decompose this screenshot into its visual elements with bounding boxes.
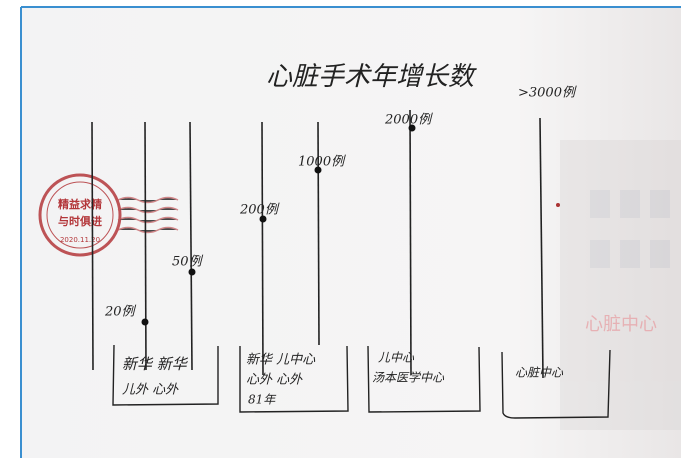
box-text: 新华 新华	[122, 355, 189, 373]
annotation: 200例	[239, 203, 280, 218]
annotation: 1000例	[298, 155, 346, 170]
dots	[141, 124, 560, 326]
stamp-text: 精益求精	[58, 197, 102, 211]
box-text: 新华 儿中心	[246, 353, 316, 368]
stamp: 精益求精 与时俱进 2020.11.20	[38, 173, 179, 257]
paper	[22, 8, 681, 458]
stamp-text: 与时俱进	[58, 214, 102, 228]
sign-text: 心脏中心	[585, 314, 657, 335]
title: 心脏手术年增长数	[266, 62, 477, 92]
annotation: >3000例	[518, 86, 577, 101]
stamp-date: 2020.11.20	[60, 236, 100, 244]
box-text: 心外 心外	[246, 373, 303, 388]
annotation: 2000例	[384, 113, 433, 128]
boxes	[112, 344, 611, 419]
annotation: 50例	[172, 255, 204, 270]
box-text: 儿外 心外	[122, 383, 179, 398]
building	[560, 140, 681, 430]
box-text: 81年	[248, 393, 277, 407]
hand-lines	[91, 109, 544, 379]
box-text: 心脏中心	[515, 366, 564, 380]
box-text: 汤本医学中心	[372, 371, 445, 385]
annotation: 20例	[104, 305, 137, 320]
box-text: 儿中心	[378, 351, 415, 365]
